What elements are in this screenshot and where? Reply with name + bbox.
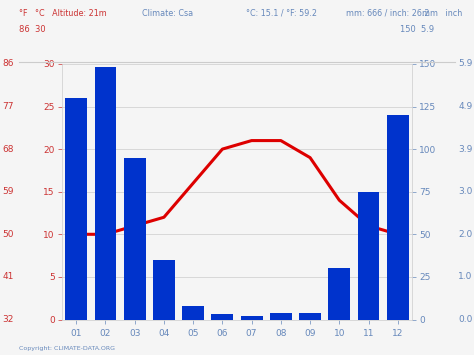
- Bar: [211, 315, 233, 320]
- Text: Copyright: CLIMATE-DATA.ORG: Copyright: CLIMATE-DATA.ORG: [19, 346, 115, 351]
- Bar: [357, 192, 380, 320]
- Text: 77: 77: [2, 102, 14, 111]
- Text: °C: 15.1 / °F: 59.2: °C: 15.1 / °F: 59.2: [246, 9, 318, 18]
- Text: °F   °C   Altitude: 21m: °F °C Altitude: 21m: [19, 9, 107, 18]
- Text: 0.0: 0.0: [458, 315, 473, 324]
- Text: 3.0: 3.0: [458, 187, 473, 196]
- Bar: [65, 98, 87, 320]
- Text: 1.0: 1.0: [458, 272, 473, 282]
- Bar: [387, 115, 409, 320]
- Bar: [124, 158, 146, 320]
- Text: 86: 86: [2, 59, 14, 69]
- Text: 32: 32: [2, 315, 14, 324]
- Text: 86  30: 86 30: [19, 25, 46, 34]
- Text: 68: 68: [2, 144, 14, 154]
- Bar: [328, 268, 350, 320]
- Text: 150  5.9: 150 5.9: [400, 25, 434, 34]
- Text: Climate: Csa: Climate: Csa: [142, 9, 193, 18]
- Text: 59: 59: [2, 187, 14, 196]
- Text: 41: 41: [2, 272, 14, 282]
- Bar: [241, 316, 263, 320]
- Bar: [270, 313, 292, 320]
- Bar: [182, 306, 204, 320]
- Bar: [153, 260, 175, 320]
- Bar: [299, 313, 321, 320]
- Text: mm: 666 / inch: 26.2: mm: 666 / inch: 26.2: [346, 9, 429, 18]
- Text: 5.9: 5.9: [458, 59, 473, 69]
- Text: 50: 50: [2, 230, 14, 239]
- Text: 2.0: 2.0: [458, 230, 473, 239]
- Text: mm   inch: mm inch: [422, 9, 462, 18]
- Text: 4.9: 4.9: [458, 102, 473, 111]
- Text: 3.9: 3.9: [458, 144, 473, 154]
- Bar: [94, 67, 117, 320]
